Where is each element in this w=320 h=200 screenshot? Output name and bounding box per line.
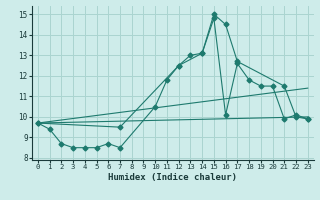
X-axis label: Humidex (Indice chaleur): Humidex (Indice chaleur) (108, 173, 237, 182)
